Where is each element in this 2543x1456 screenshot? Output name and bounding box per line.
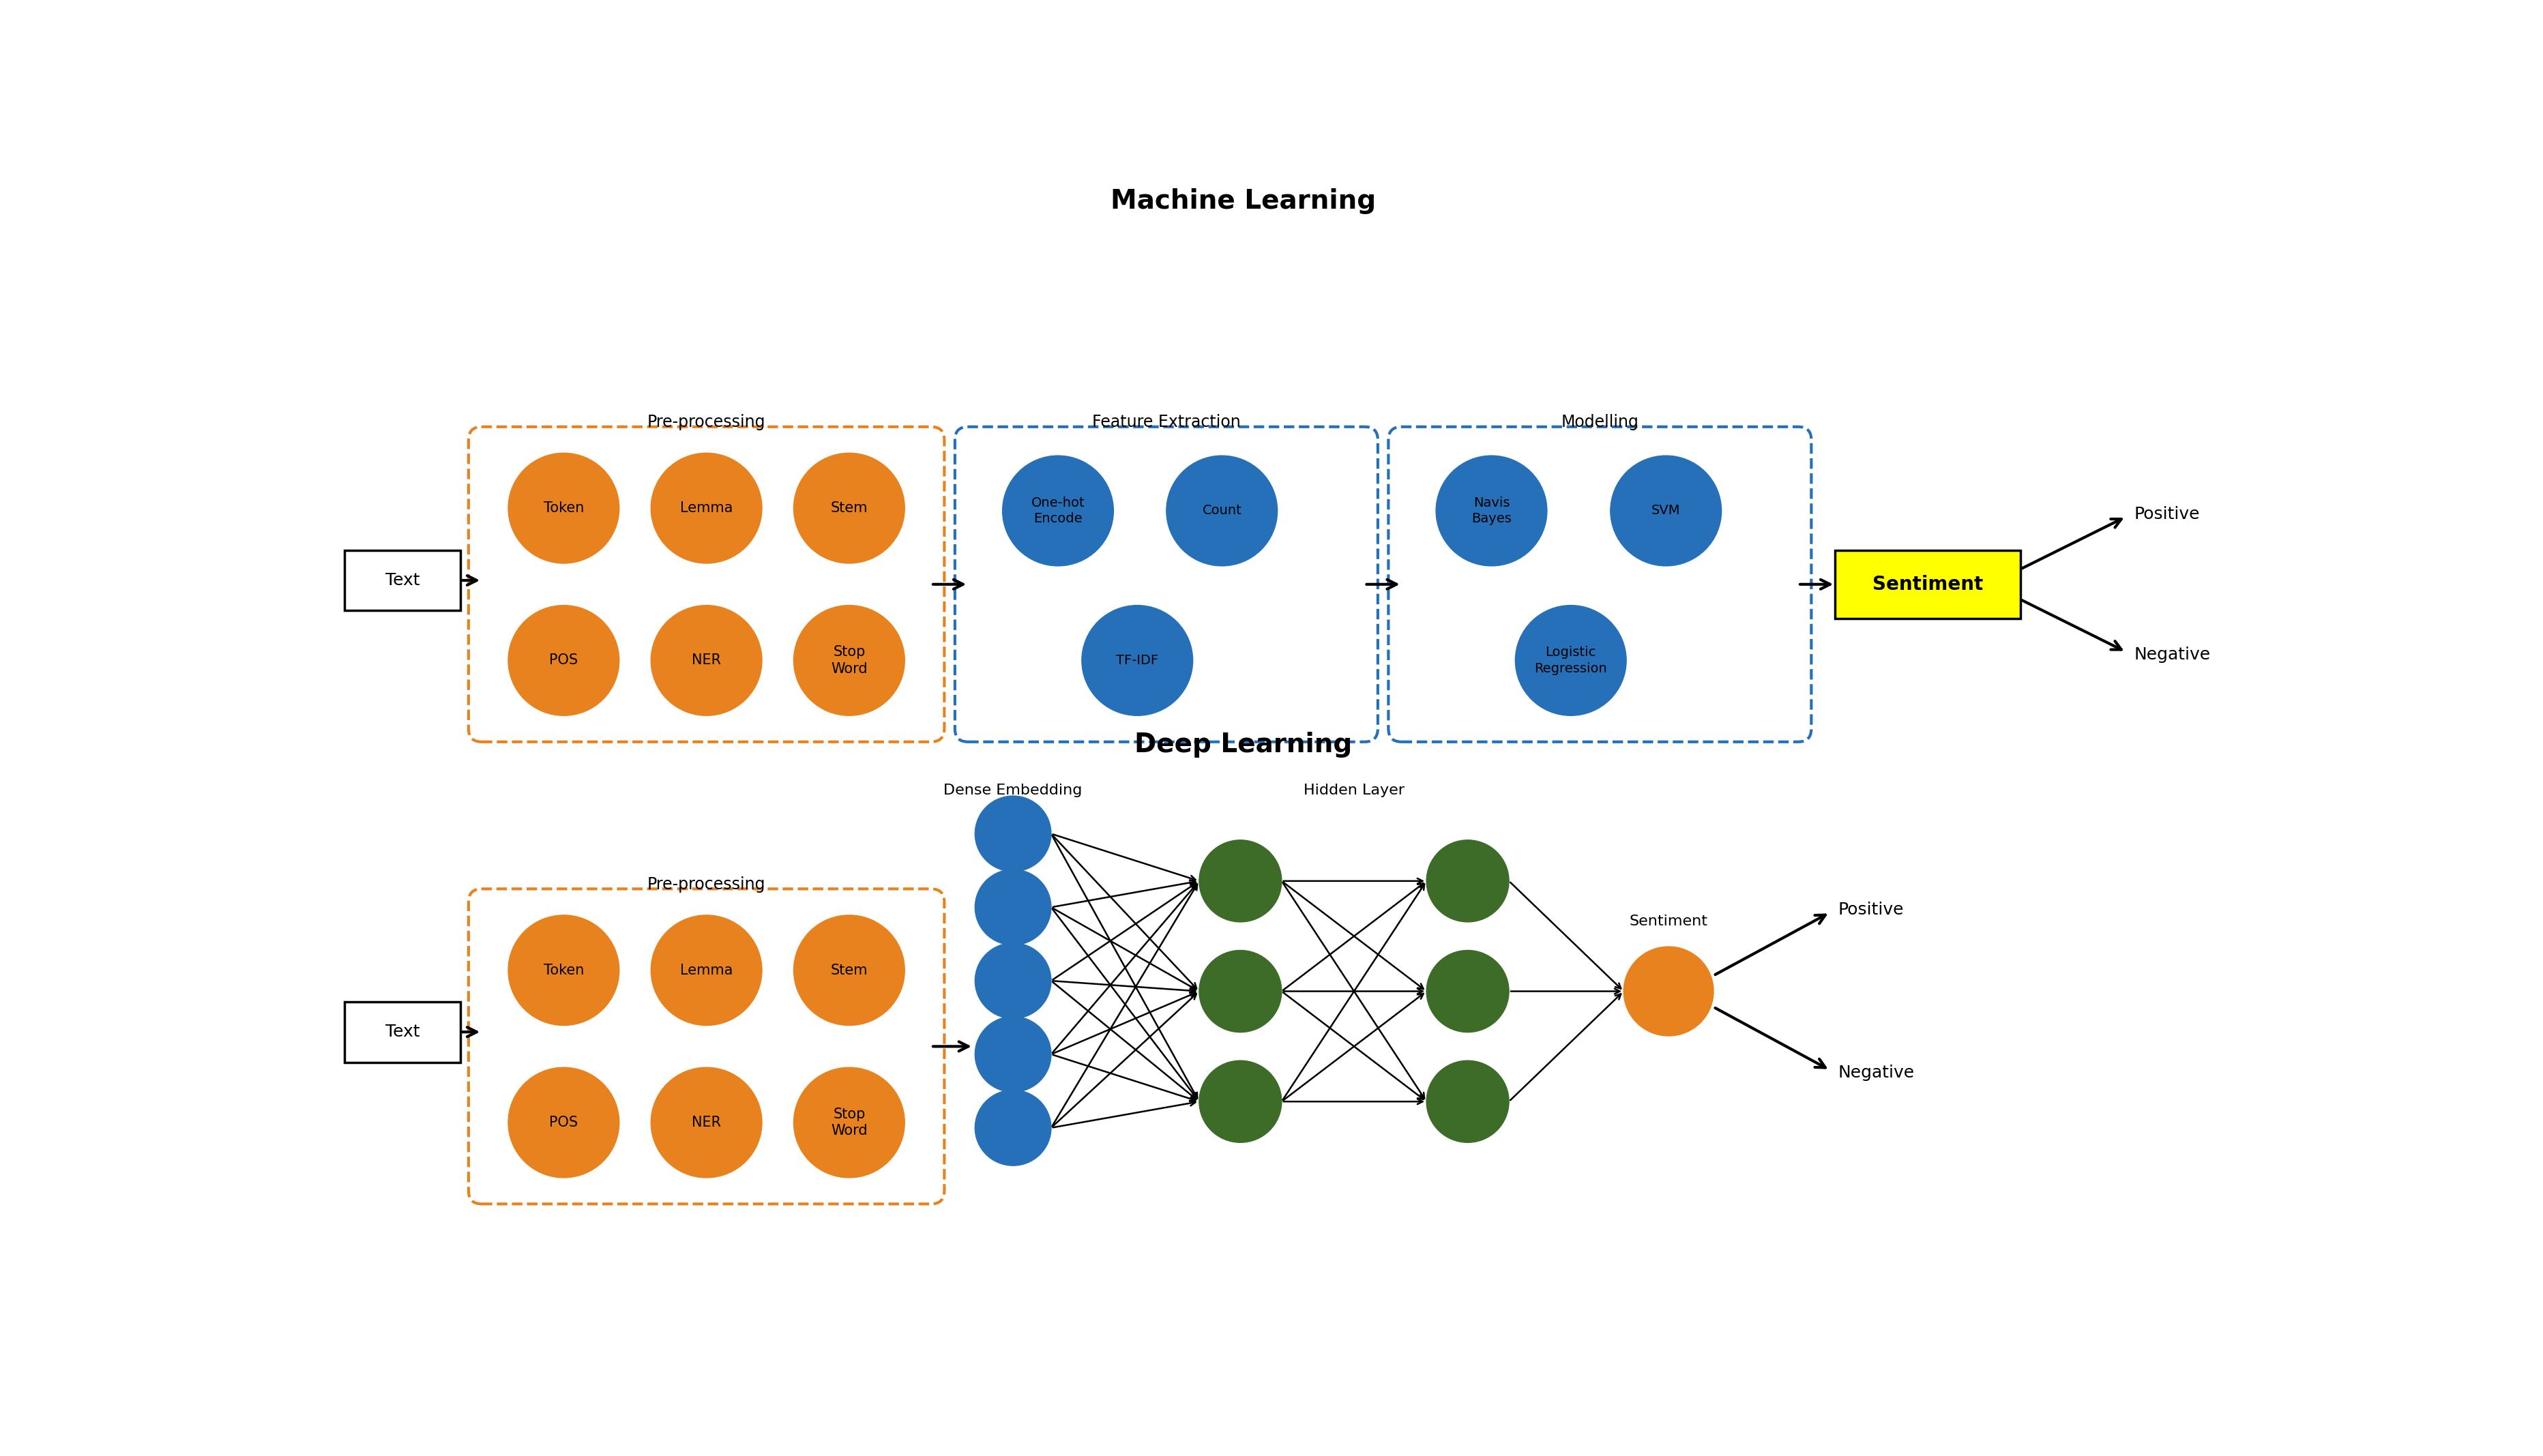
Text: Stem: Stem [832,964,867,977]
Text: Count: Count [1203,504,1241,517]
Circle shape [509,606,618,715]
Text: Deep Learning: Deep Learning [1134,731,1353,757]
Circle shape [651,606,763,715]
Text: Machine Learning: Machine Learning [1111,188,1376,214]
Circle shape [1427,840,1508,922]
Text: Negative: Negative [1839,1064,1915,1080]
Circle shape [974,869,1050,945]
Circle shape [1622,946,1714,1035]
Circle shape [651,453,763,563]
Text: Negative: Negative [2134,646,2210,662]
Text: Navis
Bayes: Navis Bayes [1472,496,1511,526]
Circle shape [1167,456,1277,566]
Circle shape [793,1067,905,1178]
Text: Modelling: Modelling [1561,414,1638,431]
Text: Logistic
Regression: Logistic Regression [1533,646,1607,676]
Circle shape [1437,456,1546,566]
Circle shape [1081,606,1193,715]
Text: Token: Token [544,964,585,977]
Text: Lemma: Lemma [679,964,732,977]
FancyBboxPatch shape [343,1002,460,1063]
Text: NER: NER [692,1115,722,1130]
Circle shape [509,1067,618,1178]
Text: Dense Embedding: Dense Embedding [943,783,1083,796]
Circle shape [1200,840,1282,922]
Circle shape [793,453,905,563]
Circle shape [651,1067,763,1178]
Text: NER: NER [692,654,722,667]
Text: Positive: Positive [1839,901,1905,919]
Circle shape [793,916,905,1025]
Circle shape [1516,606,1628,715]
Text: Hidden Layer: Hidden Layer [1305,783,1404,796]
FancyBboxPatch shape [1836,550,2019,619]
Circle shape [974,943,1050,1019]
Text: Text: Text [384,1024,420,1040]
Circle shape [1200,1060,1282,1143]
Circle shape [793,606,905,715]
Text: Stem: Stem [832,501,867,515]
Circle shape [1002,456,1114,566]
Circle shape [509,916,618,1025]
Circle shape [651,916,763,1025]
Text: TF-IDF: TF-IDF [1116,654,1160,667]
Text: Positive: Positive [2134,507,2200,523]
Text: Pre-processing: Pre-processing [648,877,765,893]
Text: Stop
Word: Stop Word [832,645,867,676]
Text: One-hot
Encode: One-hot Encode [1030,496,1086,526]
Text: POS: POS [549,1115,577,1130]
Circle shape [1200,951,1282,1032]
Circle shape [974,1091,1050,1166]
Text: POS: POS [549,654,577,667]
Circle shape [1427,1060,1508,1143]
Circle shape [1610,456,1722,566]
Text: Stop
Word: Stop Word [832,1107,867,1137]
Text: Text: Text [384,572,420,588]
Text: Lemma: Lemma [679,501,732,515]
Text: Sentiment: Sentiment [1872,575,1984,594]
FancyBboxPatch shape [343,550,460,610]
Circle shape [509,453,618,563]
Circle shape [974,1016,1050,1092]
Circle shape [1427,951,1508,1032]
Text: Feature Extraction: Feature Extraction [1091,414,1241,431]
Text: Token: Token [544,501,585,515]
Text: Pre-processing: Pre-processing [648,414,765,431]
Circle shape [974,796,1050,872]
Text: Sentiment: Sentiment [1630,914,1709,929]
Text: SVM: SVM [1650,504,1681,517]
